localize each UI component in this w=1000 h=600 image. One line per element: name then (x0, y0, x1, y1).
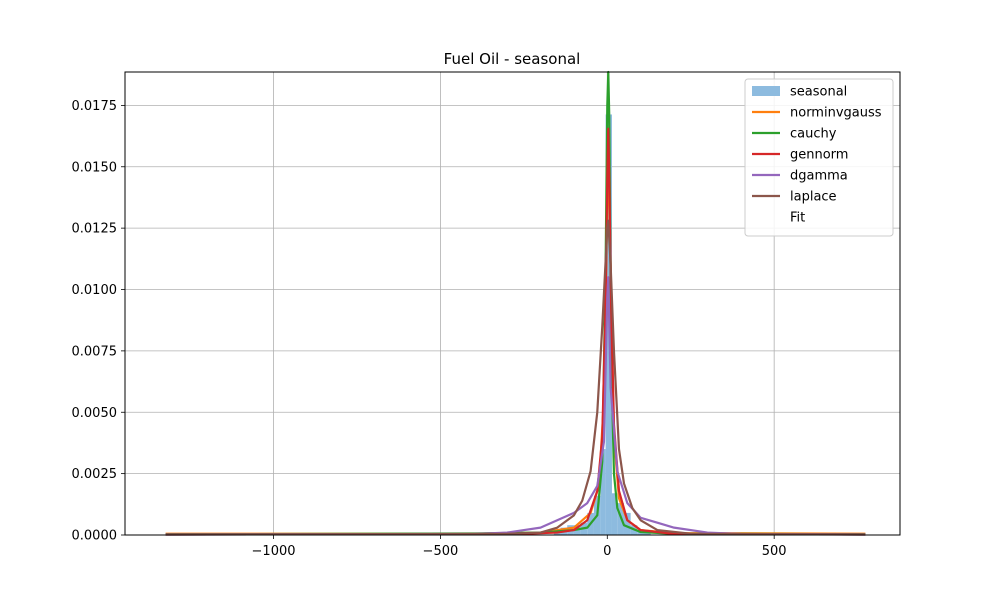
x-tick-label: 0 (603, 544, 611, 559)
histogram-bar (611, 493, 618, 535)
y-axis-ticks: 0.0000 0.0025 0.0050 0.0075 0.0100 0.0125 0.01… (72, 99, 125, 544)
series-line-dgamma (165, 276, 866, 536)
y-tick-label: 0.0150 (72, 160, 118, 175)
legend-label-dgamma: dgamma (790, 169, 848, 184)
y-tick-label: 0.0125 (72, 222, 118, 237)
series-line-laplace (165, 219, 866, 536)
x-axis-ticks: −1000 −500 0 500 (252, 535, 787, 559)
y-tick-label: 0.0025 (72, 467, 118, 482)
legend-label-cauchy: cauchy (790, 127, 837, 142)
fit-lines (165, 70, 866, 536)
legend-label-gennorm: gennorm (790, 148, 848, 163)
legend: seasonal norminvgauss cauchy gennorm dgamma l… (744, 78, 894, 237)
legend-label-laplace: laplace (790, 190, 837, 205)
chart-title: Fuel Oil - seasonal (444, 50, 581, 68)
x-tick-label: −500 (423, 544, 459, 559)
series-line-gennorm (165, 127, 866, 536)
histogram-bar (600, 449, 606, 535)
histogram-bar (623, 512, 631, 535)
plot-frame (124, 71, 901, 536)
legend-swatch-seasonal (752, 86, 780, 96)
legend-box (744, 78, 894, 237)
y-tick-label: 0.0050 (72, 406, 118, 421)
x-tick-label: −1000 (252, 544, 296, 559)
legend-label-norminvgauss: norminvgauss (790, 106, 882, 121)
histogram-bar (644, 532, 651, 535)
y-tick-label: 0.0175 (72, 99, 118, 114)
legend-label-Fit: Fit (790, 211, 805, 226)
x-tick-label: 500 (762, 544, 787, 559)
y-tick-label: 0.0075 (72, 344, 118, 359)
y-tick-label: 0.0000 (72, 529, 118, 544)
legend-label-seasonal: seasonal (790, 85, 847, 100)
y-tick-label: 0.0100 (72, 283, 118, 298)
